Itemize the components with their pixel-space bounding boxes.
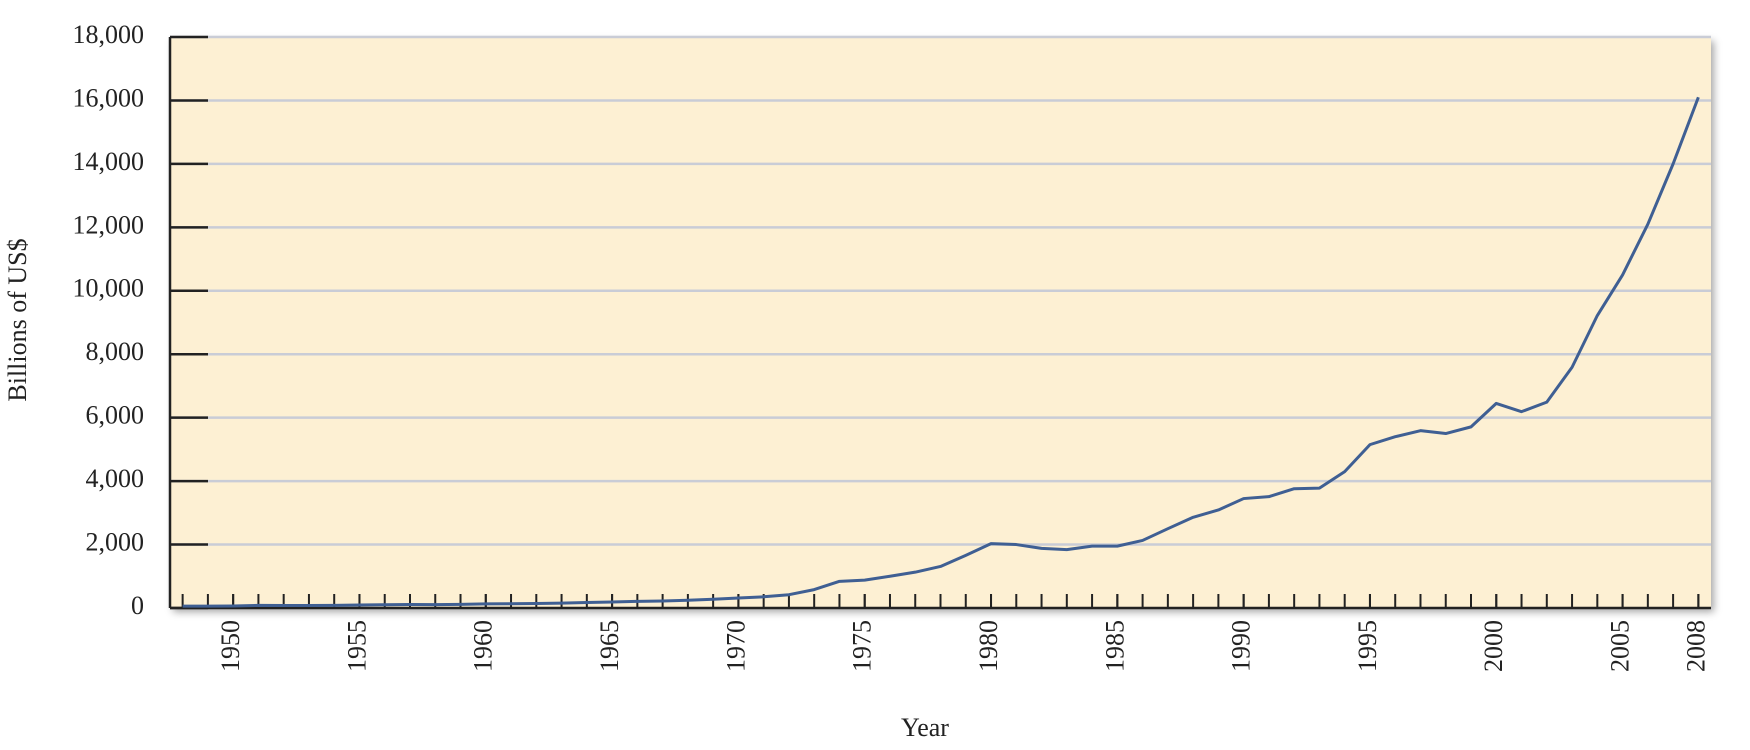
y-tick-label: 6,000: [86, 401, 145, 430]
y-tick-label: 10,000: [73, 274, 145, 303]
x-tick-label: 2005: [1606, 620, 1635, 672]
x-tick-label: 1955: [342, 620, 371, 672]
y-axis-label: Billions of US$: [3, 238, 32, 401]
y-tick-label: 2,000: [86, 528, 145, 557]
y-tick-label: 0: [131, 591, 144, 620]
data-line: [182, 96, 1700, 608]
x-tick-label: 2008: [1681, 620, 1710, 672]
x-tick-label: 1975: [848, 620, 877, 672]
x-tick-label: 2000: [1479, 620, 1508, 672]
x-tick-label: 1965: [595, 620, 624, 672]
x-tick-label: 1960: [469, 620, 498, 672]
x-tick-label: 1950: [216, 620, 245, 672]
x-tick-label: 1995: [1353, 620, 1382, 672]
x-axis-label: Year: [901, 713, 949, 742]
y-tick-label: 8,000: [86, 337, 145, 366]
x-tick-label: 1970: [721, 620, 750, 672]
x-tick-label: 1990: [1227, 620, 1256, 672]
y-tick-label: 18,000: [73, 20, 145, 49]
y-tick-label: 14,000: [73, 147, 145, 176]
y-tick-label: 4,000: [86, 464, 145, 493]
plot-area: [170, 37, 1711, 608]
y-tick-label: 12,000: [73, 210, 145, 239]
y-tick-label: 16,000: [73, 83, 145, 112]
x-tick-label: 1980: [974, 620, 1003, 672]
x-tick-label: 1985: [1100, 620, 1129, 672]
